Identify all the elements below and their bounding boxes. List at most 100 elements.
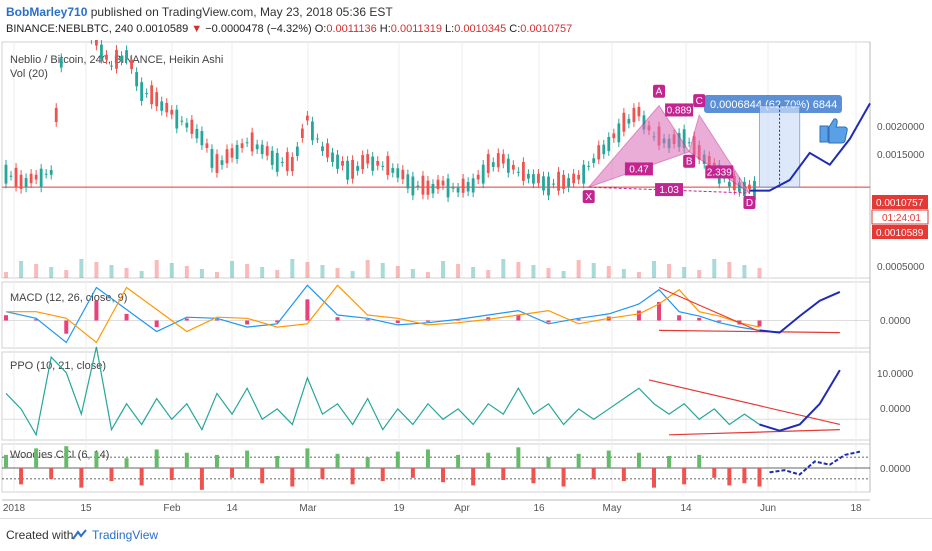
price-candle — [622, 112, 626, 132]
volume-bar — [727, 262, 732, 278]
cci-bar — [546, 457, 551, 468]
price-candle — [431, 183, 435, 194]
x-tick-label: 15 — [80, 503, 92, 514]
volume-bar — [64, 270, 69, 278]
macd-histogram-bar — [456, 319, 461, 321]
countdown-badge-text: 01:24:01 — [882, 213, 921, 224]
price-candle — [361, 155, 365, 170]
volume-bar — [154, 260, 159, 278]
y-tick-label: 0.0020000 — [877, 122, 925, 133]
volume-bar — [350, 271, 355, 278]
price-candle — [567, 178, 571, 188]
macd-signal-line — [6, 284, 760, 344]
price-candle — [4, 164, 8, 184]
cci-bar — [139, 468, 144, 486]
volume-bar — [546, 268, 551, 278]
cci-bar — [275, 456, 280, 468]
volume-bar — [667, 264, 672, 278]
price-candle — [300, 128, 304, 138]
cci-y-tick-label: 0.0000 — [880, 464, 911, 475]
price-candle — [235, 144, 239, 160]
current-price-badge-text: 0.0010589 — [876, 228, 924, 239]
volume-bar — [124, 268, 129, 278]
tradingview-link[interactable]: TradingView — [92, 528, 159, 542]
cci-bar — [64, 446, 69, 468]
close-label: C: — [509, 23, 521, 35]
macd-histogram-bar — [124, 313, 129, 321]
price-candle — [230, 148, 234, 158]
price-candle — [44, 173, 48, 175]
author-link[interactable]: BobMarley710 — [6, 5, 88, 19]
price-candle — [120, 55, 123, 61]
macd-line — [5, 284, 760, 344]
x-tick-label: Apr — [454, 503, 470, 514]
cci-bar — [199, 468, 204, 490]
cci-bar — [456, 454, 461, 468]
pattern-point-label: B — [686, 157, 693, 168]
volume-bar — [305, 262, 310, 278]
macd-histogram-bar — [757, 320, 762, 327]
price-candle — [14, 167, 18, 187]
volume-bar — [365, 260, 370, 278]
pane-border — [1, 41, 871, 279]
price-projection — [749, 102, 871, 192]
high-label: H: — [379, 23, 391, 35]
volume-bar — [531, 265, 536, 278]
x-tick-label: 19 — [393, 503, 405, 514]
macd-histogram-bar — [4, 315, 8, 321]
cci-bar — [365, 457, 370, 468]
price-candle — [280, 161, 284, 163]
price-candle — [245, 142, 249, 144]
macd-histogram-bar — [94, 300, 99, 321]
volume-bar — [425, 272, 430, 278]
price-candle — [486, 154, 490, 173]
cci-bar — [184, 452, 189, 468]
open-value: 0.0011136 — [326, 23, 377, 35]
ppo-title: PPO (10, 21, close) — [10, 360, 106, 372]
harmonic-pattern: X A B C D 0.47 0.889 2.339 1.03 — [582, 84, 801, 210]
cci-bar — [290, 468, 295, 487]
price-candle — [496, 153, 500, 168]
price-candle — [396, 168, 400, 178]
price-candle — [180, 120, 184, 122]
volume-bar — [19, 261, 24, 278]
volume-bar — [139, 271, 144, 278]
macd-histogram-bar — [64, 320, 69, 334]
price-candle — [321, 146, 324, 152]
price-candle — [160, 101, 164, 111]
volume-bar — [94, 262, 99, 278]
last-price-badge-text: 0.0010757 — [876, 198, 924, 209]
cci-bar — [350, 468, 355, 485]
low-label: L: — [445, 23, 455, 35]
price-candle — [341, 160, 344, 166]
price-candle — [516, 171, 520, 173]
price-candle — [59, 58, 63, 68]
volume-bar — [380, 263, 385, 278]
macd-title: MACD (12, 26, close, 9) — [10, 292, 127, 304]
chart-area[interactable]: Neblio / Bitcoin, 240, BINANCE, Heikin A… — [0, 40, 932, 518]
macd-histogram-bar — [154, 320, 159, 328]
price-candle — [547, 176, 550, 196]
price-candle — [140, 82, 144, 101]
price-candle — [637, 106, 641, 117]
cci-bar — [154, 449, 159, 468]
x-tick-label: Jun — [760, 503, 776, 514]
price-candle — [130, 59, 133, 70]
price-candle — [632, 107, 636, 123]
volume-bar — [410, 269, 415, 278]
price-candle — [356, 166, 360, 171]
price-candle — [511, 164, 515, 170]
x-tick-label: 2018 — [3, 503, 26, 514]
price-candle — [521, 161, 525, 181]
publish-line: BobMarley710 published on TradingView.co… — [6, 5, 393, 19]
cci-bar — [260, 468, 265, 484]
price-candle — [49, 170, 53, 175]
ratio-badge — [655, 183, 684, 197]
ppo-trendline — [669, 429, 840, 436]
price-candle — [125, 50, 128, 60]
price-candle — [250, 132, 254, 152]
x-tick-label: 14 — [680, 503, 692, 514]
price-candle — [145, 93, 149, 95]
open-label: O: — [314, 23, 327, 35]
macd-histogram-bar — [425, 320, 430, 322]
